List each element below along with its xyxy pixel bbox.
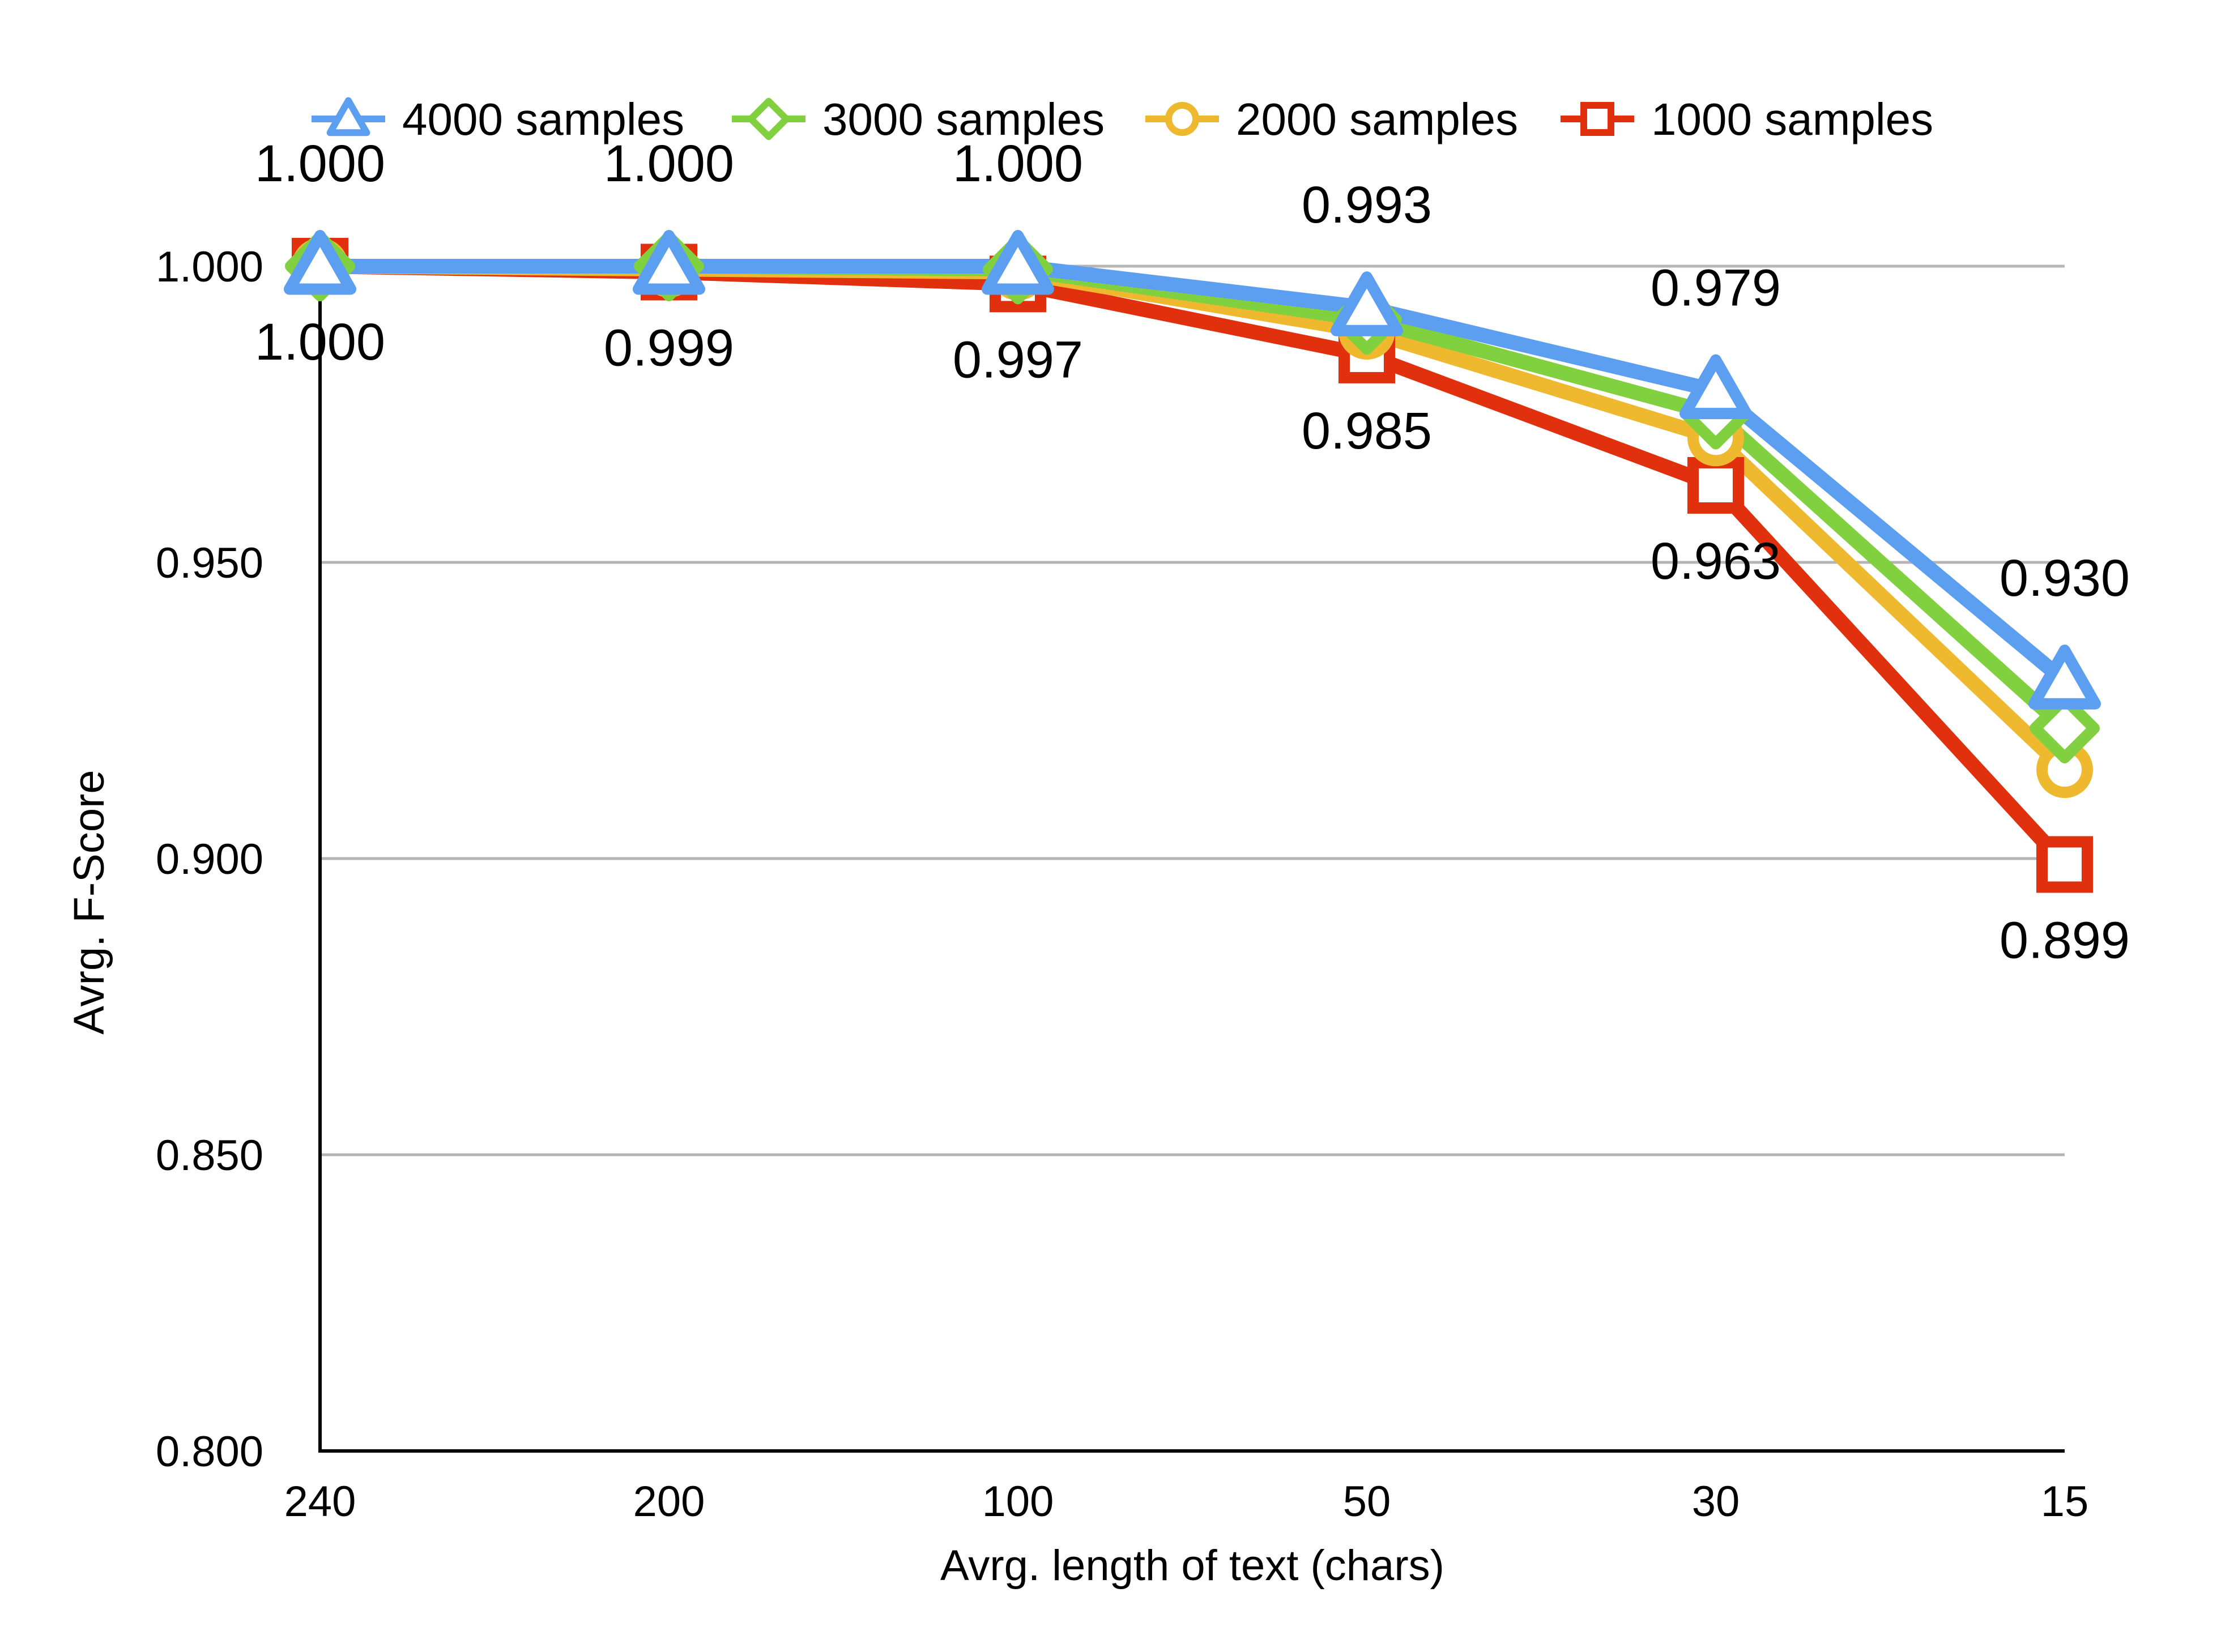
x-tick-label: 240	[284, 1478, 356, 1526]
data-label-top: 0.930	[2000, 549, 2130, 607]
data-point-3000-samples	[2030, 693, 2100, 763]
data-label-top: 0.979	[1651, 259, 1781, 317]
y-tick-label: 0.950	[156, 539, 263, 587]
legend-label-2000-samples: 2000 samples	[1236, 94, 1518, 144]
y-tick-label: 0.800	[156, 1428, 263, 1476]
legend-marker-1000-samples	[1580, 102, 1614, 136]
x-tick-label: 30	[1692, 1478, 1740, 1526]
x-tick-label: 200	[633, 1478, 705, 1526]
data-label-bottom: 0.999	[604, 319, 734, 377]
data-label-bottom: 1.000	[255, 313, 385, 371]
axes: 1.000 0.950 0.900 0.850 0.800 240 200 100 50 30 15	[156, 243, 2088, 1526]
y-tick-label: 1.000	[156, 243, 263, 291]
data-label-bottom: 0.899	[2000, 911, 2130, 969]
series-line-1000-samples	[313, 259, 2072, 872]
legend: 4000 samples 3000 samples 2000 samples 1000…	[312, 94, 1933, 144]
y-axis-title: Avrg. F-Score	[65, 770, 113, 1034]
data-label-top: 1.000	[255, 135, 385, 193]
series-line-3000-samples	[313, 259, 2072, 736]
legend-marker-4000-samples	[326, 97, 370, 136]
data-label-bottom: 0.985	[1302, 402, 1432, 460]
data-point-4000-samples	[633, 230, 705, 295]
legend-label-4000-samples: 4000 samples	[402, 94, 684, 144]
data-point-4000-samples	[284, 230, 356, 295]
legend-label-1000-samples: 1000 samples	[1651, 94, 1933, 144]
legend-marker-3000-samples	[747, 97, 790, 140]
data-label-top: 0.993	[1302, 176, 1432, 234]
x-axis-title: Avrg. length of text (chars)	[940, 1542, 1444, 1590]
data-point-4000-samples	[2028, 644, 2101, 710]
data-point-4000-samples	[1331, 271, 1403, 336]
series-lines	[313, 259, 2072, 872]
data-label-top: 1.000	[604, 135, 734, 193]
data-label-top: 1.000	[953, 135, 1083, 193]
series-markers	[284, 230, 2101, 893]
y-tick-label: 0.900	[156, 835, 263, 883]
data-point-1000-samples	[1687, 457, 1744, 514]
x-tick-label: 100	[982, 1478, 1054, 1526]
data-label-bottom: 0.963	[1651, 532, 1781, 590]
data-label-bottom: 0.997	[953, 331, 1083, 389]
legend-label-3000-samples: 3000 samples	[822, 94, 1105, 144]
x-tick-label: 50	[1343, 1478, 1391, 1526]
legend-marker-2000-samples	[1165, 102, 1199, 136]
series-line-2000-samples	[313, 259, 2072, 778]
gridlines	[320, 264, 2065, 1156]
data-labels: 1.000 1.000 1.000 0.993 0.979 0.930 1.000 0.999…	[255, 135, 2130, 969]
x-tick-label: 15	[2041, 1478, 2089, 1526]
data-point-4000-samples	[1679, 354, 1752, 420]
data-point-4000-samples	[982, 230, 1054, 295]
y-tick-label: 0.850	[156, 1132, 263, 1180]
series-line-4000-samples	[313, 259, 2072, 689]
data-point-1000-samples	[2036, 836, 2093, 893]
